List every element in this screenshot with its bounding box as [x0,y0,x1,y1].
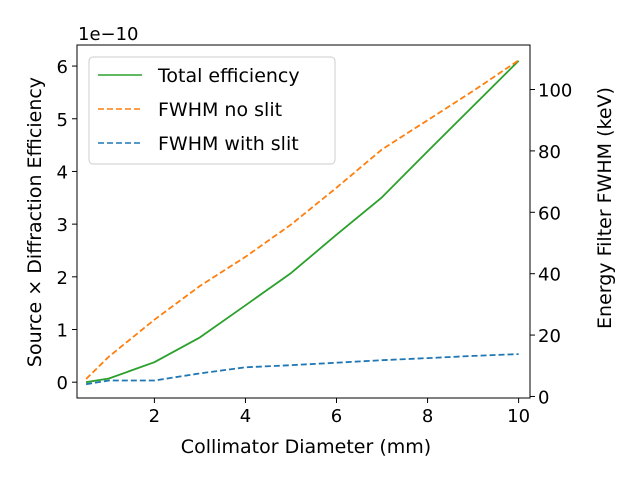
y-left-tick-label: 3 [57,215,68,236]
y-left-tick-label: 4 [57,162,68,183]
y-right-tick-label: 80 [538,142,561,163]
x-tick-label: 4 [240,406,251,427]
y-right-tick-label: 60 [538,203,561,224]
legend-label-fwhm-no-slit: FWHM no slit [158,99,282,121]
y-left-tick-label: 5 [57,110,68,131]
series-line-total-efficiency [85,60,520,384]
legend-frame [88,56,336,165]
y-axis-left-label: Source × Diffraction Efficiency [24,77,46,367]
y-axis-offset-label: 1e−10 [78,24,139,45]
y-left-tick-label: 0 [57,373,68,394]
y-right-tick-label: 100 [538,81,572,102]
plot-area [85,59,520,386]
x-tick-label: 10 [507,406,530,427]
x-tick-label: 8 [422,406,433,427]
legend: Total efficiency FWHM no slit FWHM with … [88,56,336,165]
y-right-tick-label: 0 [538,387,549,408]
y-left-tick-label: 1 [57,321,68,342]
y-right-tick-label: 20 [538,326,561,347]
x-axis-label: Collimator Diameter (mm) [181,436,431,458]
series-line-fwhm-no-slit [85,59,520,380]
x-tick-label: 2 [149,406,160,427]
axes [76,44,531,399]
legend-label-fwhm-with-slit: FWHM with slit [158,133,299,155]
axes-frame [76,44,531,399]
y-left-tick-label: 6 [57,57,68,78]
y-axis-right-label: Energy Filter FWHM (keV) [594,87,616,329]
y-right-tick-label: 40 [538,265,561,286]
y-left-tick-label: 2 [57,268,68,289]
legend-label-total-efficiency: Total efficiency [157,65,300,87]
x-tick-label: 6 [331,406,342,427]
